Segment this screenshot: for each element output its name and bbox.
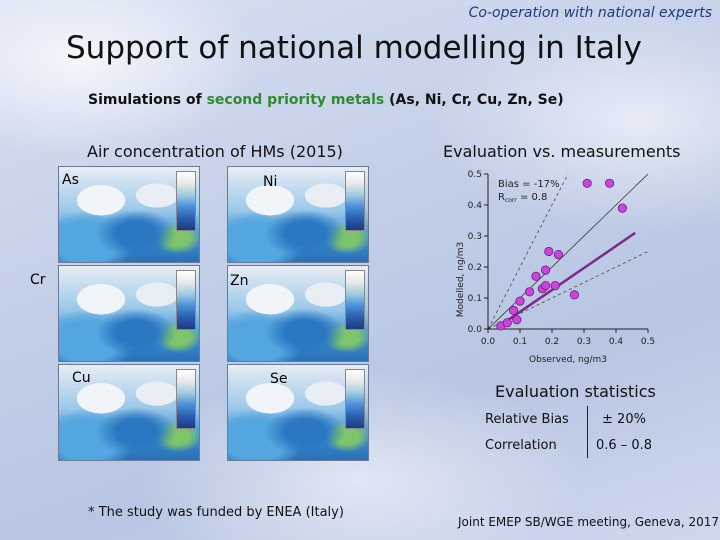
map-label-zn: Zn bbox=[230, 273, 249, 289]
data-point bbox=[515, 296, 525, 306]
map-label-cr: Cr bbox=[30, 272, 46, 288]
factor-two-upper-line bbox=[487, 173, 569, 330]
chart-diagonals bbox=[487, 173, 649, 330]
table-row: Correlation 0.6 – 0.8 bbox=[479, 432, 660, 458]
meeting-footer: Joint EMEP SB/WGE meeting, Geneva, 2017 bbox=[458, 515, 719, 529]
stats-heading: Evaluation statistics bbox=[495, 382, 656, 401]
table-row: Relative Bias ± 20% bbox=[479, 406, 660, 432]
subtitle-highlight: second priority metals bbox=[206, 92, 385, 108]
stats-value: 0.6 – 0.8 bbox=[595, 437, 653, 453]
y-tick-label: 0.1 bbox=[468, 294, 482, 304]
map-legend bbox=[345, 369, 365, 429]
stats-label: Relative Bias bbox=[479, 406, 588, 432]
corr-symbol: R bbox=[498, 192, 505, 203]
map-legend bbox=[345, 171, 365, 231]
map-label-as: As bbox=[62, 172, 79, 188]
slide-title: Support of national modelling in Italy bbox=[66, 30, 642, 66]
maps-heading: Air concentration of HMs (2015) bbox=[87, 142, 343, 161]
y-tick-label: 0.4 bbox=[468, 201, 483, 211]
stats-label: Correlation bbox=[479, 432, 588, 458]
correlation-annotation: Rcorr = 0.8 bbox=[498, 192, 547, 204]
stats-value: ± 20% bbox=[602, 411, 646, 427]
y-tick-label: 0.2 bbox=[468, 263, 482, 273]
y-tick-label: 0.3 bbox=[468, 232, 482, 242]
y-tick-label: 0.5 bbox=[468, 170, 482, 180]
data-point bbox=[512, 315, 522, 325]
data-point bbox=[582, 178, 592, 188]
map-legend bbox=[345, 270, 365, 330]
x-tick-label: 0.4 bbox=[609, 337, 624, 347]
map-label-cu: Cu bbox=[72, 370, 91, 386]
x-tick-label: 0.2 bbox=[545, 337, 559, 347]
bias-annotation: Bias = -17% bbox=[498, 179, 560, 190]
scatter-chart: 0.0 0.1 0.2 0.3 0.4 0.5 0.0 0.1 0.2 0.3 0.4 0.5 Bia… bbox=[456, 170, 655, 365]
data-point bbox=[541, 265, 551, 275]
map-label-ni: Ni bbox=[263, 174, 278, 190]
map-se bbox=[227, 364, 369, 461]
x-tick-label: 0.5 bbox=[641, 337, 655, 347]
chart-points bbox=[496, 178, 627, 331]
subtitle-prefix: Simulations of bbox=[88, 92, 202, 108]
corr-subscript: corr bbox=[505, 197, 517, 204]
funding-note: * The study was funded by ENEA (Italy) bbox=[88, 505, 344, 520]
data-point bbox=[617, 203, 627, 213]
data-point bbox=[544, 246, 554, 257]
one-to-one-line bbox=[487, 173, 649, 330]
subtitle-suffix: (As, Ni, Cr, Cu, Zn, Se) bbox=[389, 92, 564, 108]
tagline: Co-operation with national experts bbox=[468, 5, 712, 21]
x-axis-label: Observed, ng/m3 bbox=[529, 355, 607, 365]
regression-line bbox=[503, 231, 636, 324]
map-legend bbox=[176, 369, 196, 429]
map-cu bbox=[58, 364, 200, 461]
stats-table: Relative Bias ± 20% Correlation 0.6 – 0.… bbox=[479, 406, 660, 458]
map-as bbox=[58, 166, 200, 263]
data-point bbox=[541, 281, 551, 291]
map-cr bbox=[58, 265, 200, 362]
map-legend bbox=[176, 171, 196, 231]
map-zn bbox=[227, 265, 369, 362]
y-tick-label: 0.0 bbox=[468, 325, 483, 335]
evaluation-heading: Evaluation vs. measurements bbox=[443, 142, 681, 161]
subtitle: Simulations of second priority metals (A… bbox=[88, 92, 564, 108]
map-legend bbox=[176, 270, 196, 330]
chart-axes: 0.0 0.1 0.2 0.3 0.4 0.5 0.0 0.1 0.2 0.3 0.4 0.5 bbox=[468, 170, 655, 347]
data-point bbox=[550, 281, 560, 291]
x-tick-label: 0.3 bbox=[577, 337, 591, 347]
map-label-se: Se bbox=[270, 371, 288, 387]
data-point bbox=[605, 178, 615, 188]
data-point bbox=[553, 250, 564, 260]
x-tick-label: 0.0 bbox=[481, 337, 496, 347]
x-tick-label: 0.1 bbox=[513, 337, 527, 347]
data-point bbox=[569, 290, 580, 300]
data-point bbox=[525, 287, 535, 297]
map-ni bbox=[227, 166, 369, 263]
data-point bbox=[508, 305, 519, 315]
corr-value: = 0.8 bbox=[517, 192, 548, 203]
data-point bbox=[531, 271, 541, 281]
y-axis-label: Modelled, ng/m3 bbox=[456, 242, 466, 317]
data-point bbox=[502, 318, 512, 328]
